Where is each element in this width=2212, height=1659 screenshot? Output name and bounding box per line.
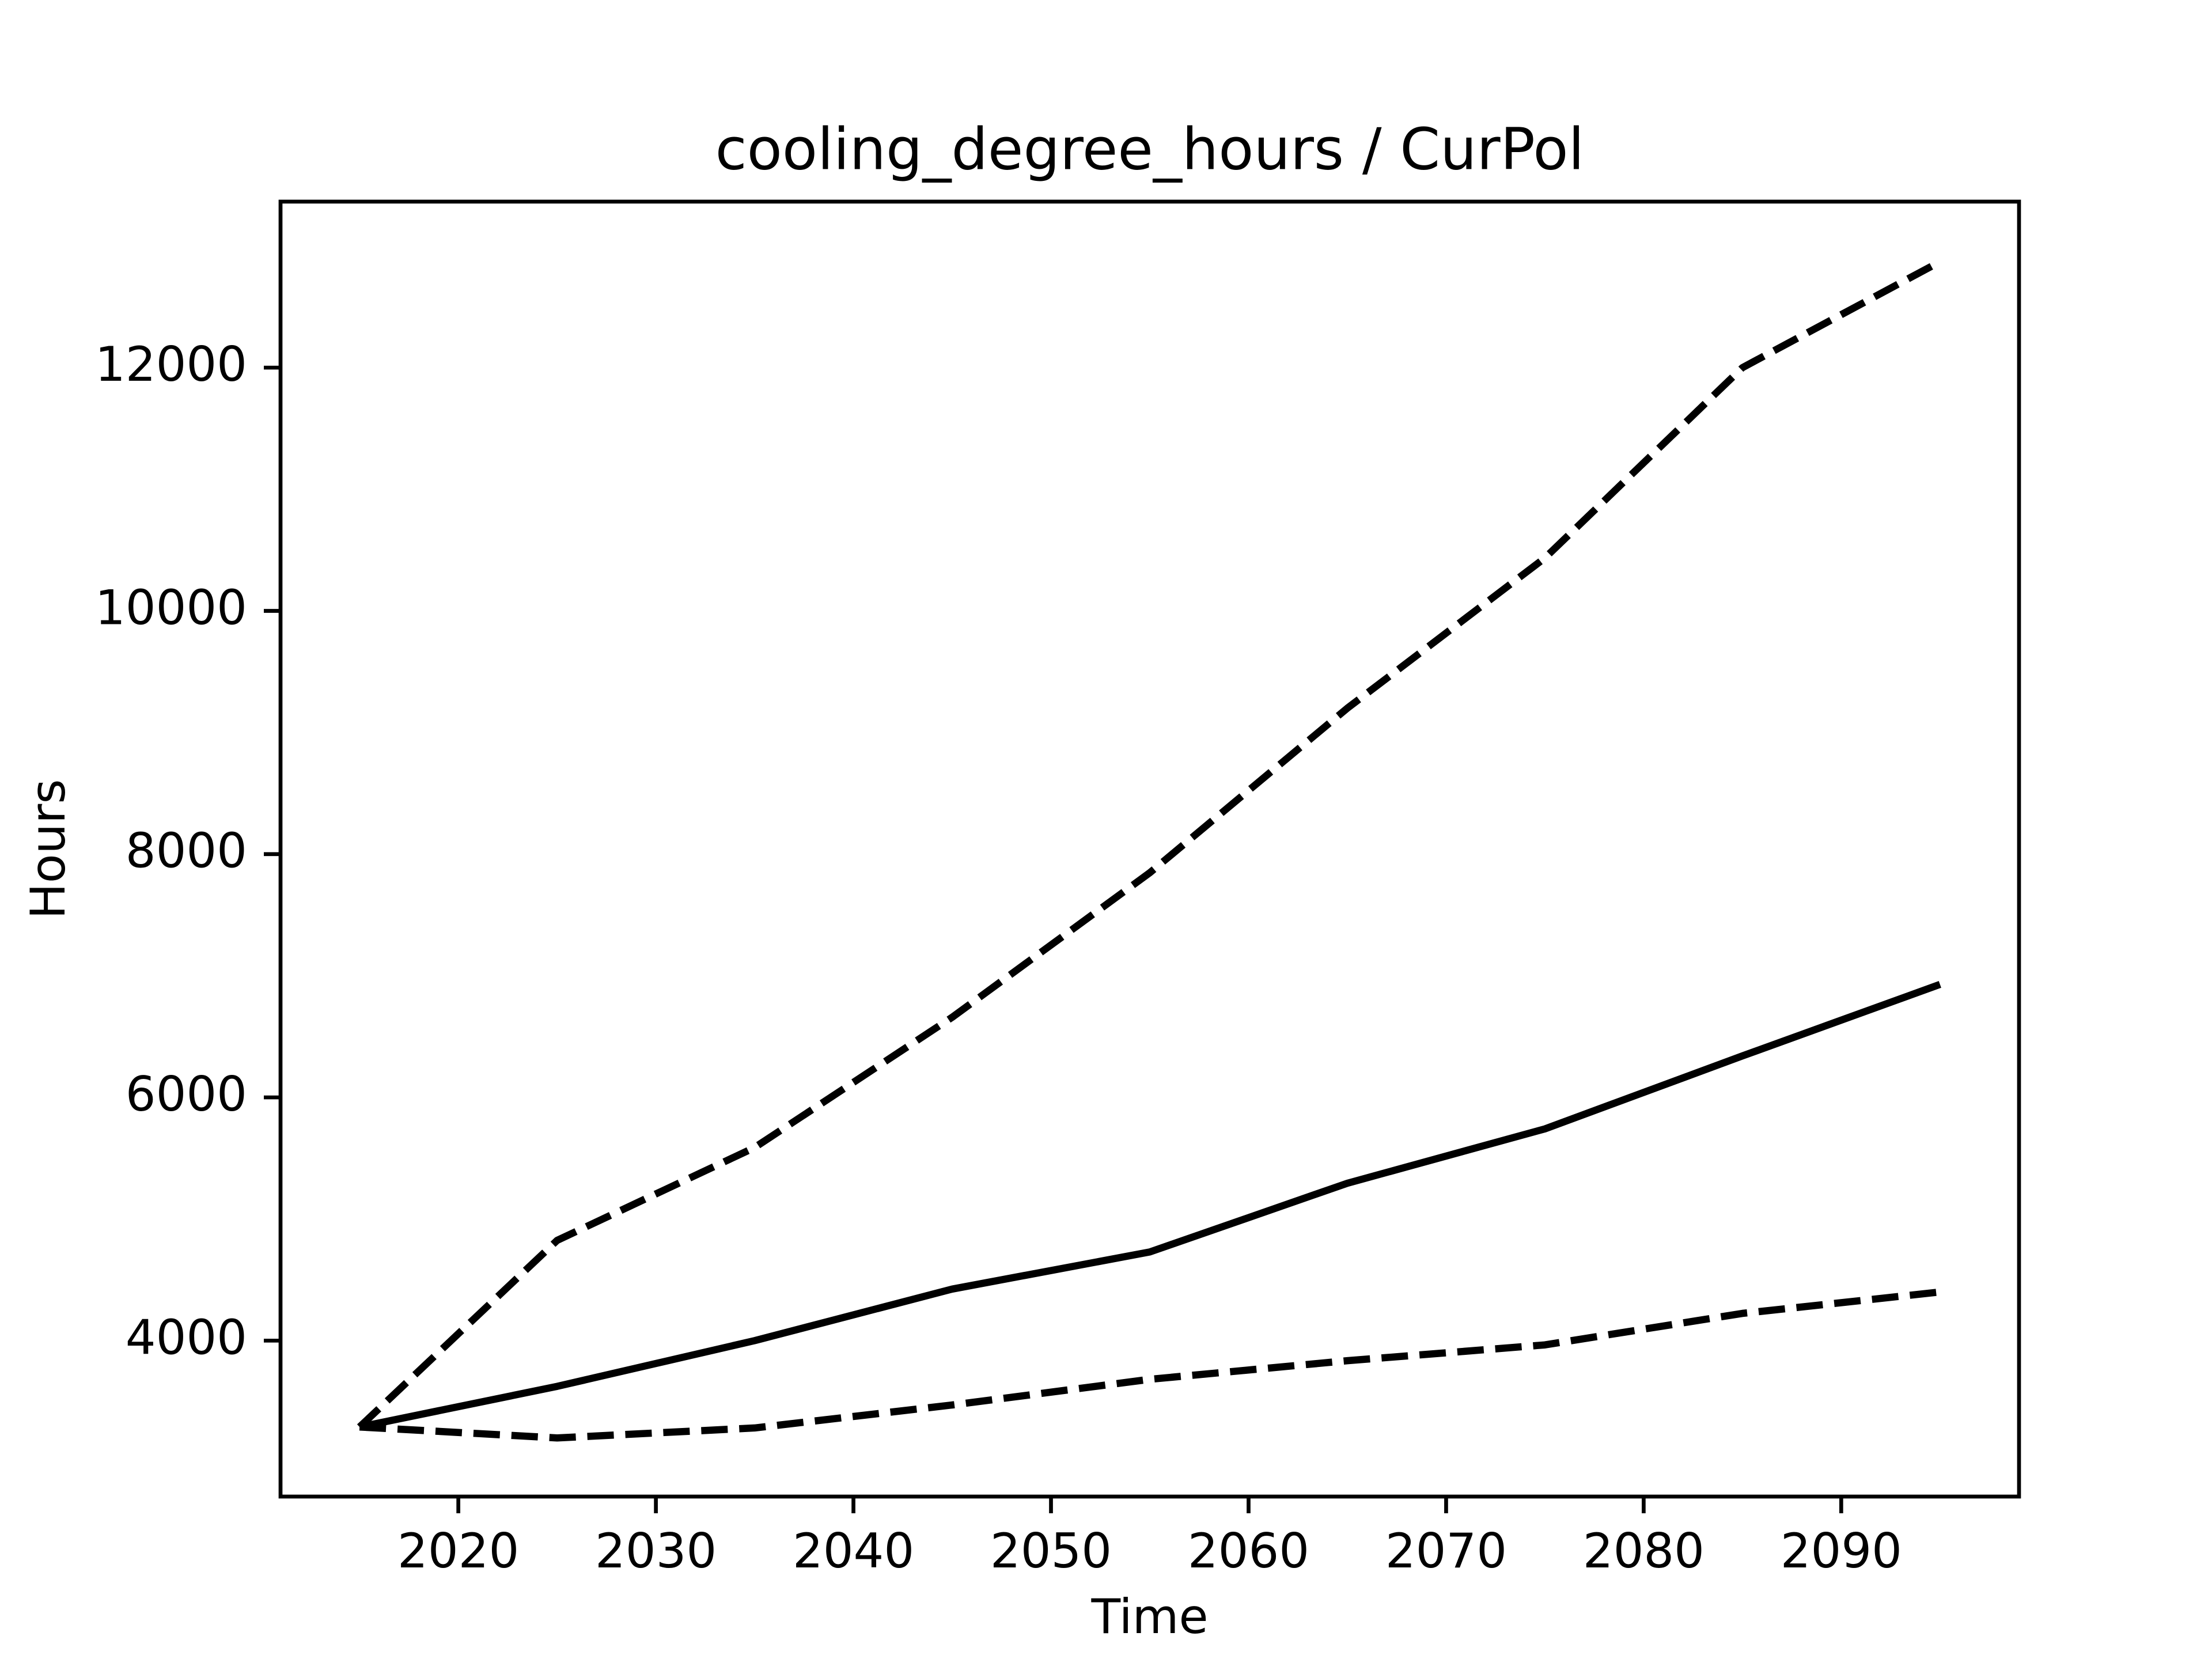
x-tick-label: 2030 [595,1523,717,1579]
y-tick-label: 8000 [126,823,247,879]
x-tick-label: 2080 [1583,1523,1705,1579]
y-tick-label: 10000 [95,579,247,635]
series-line [358,981,1941,1431]
x-tick-label: 2050 [990,1523,1112,1579]
chart-title: cooling_degree_hours / CurPol [715,115,1585,183]
axes-frame [278,199,2021,1499]
y-axis-label: Hours [20,779,76,919]
x-tick-label: 2020 [397,1523,519,1579]
y-tick-label: 6000 [126,1066,247,1122]
x-tick-label: 2060 [1188,1523,1309,1579]
y-tick-label: 12000 [95,336,247,392]
y-tick-label: 4000 [126,1309,247,1365]
x-tick-label: 2070 [1385,1523,1507,1579]
x-tick-label: 2040 [793,1523,914,1579]
x-tick-label: 2090 [1781,1523,1902,1579]
series-line [357,258,1942,1430]
x-axis-label: Time [1090,1589,1208,1645]
